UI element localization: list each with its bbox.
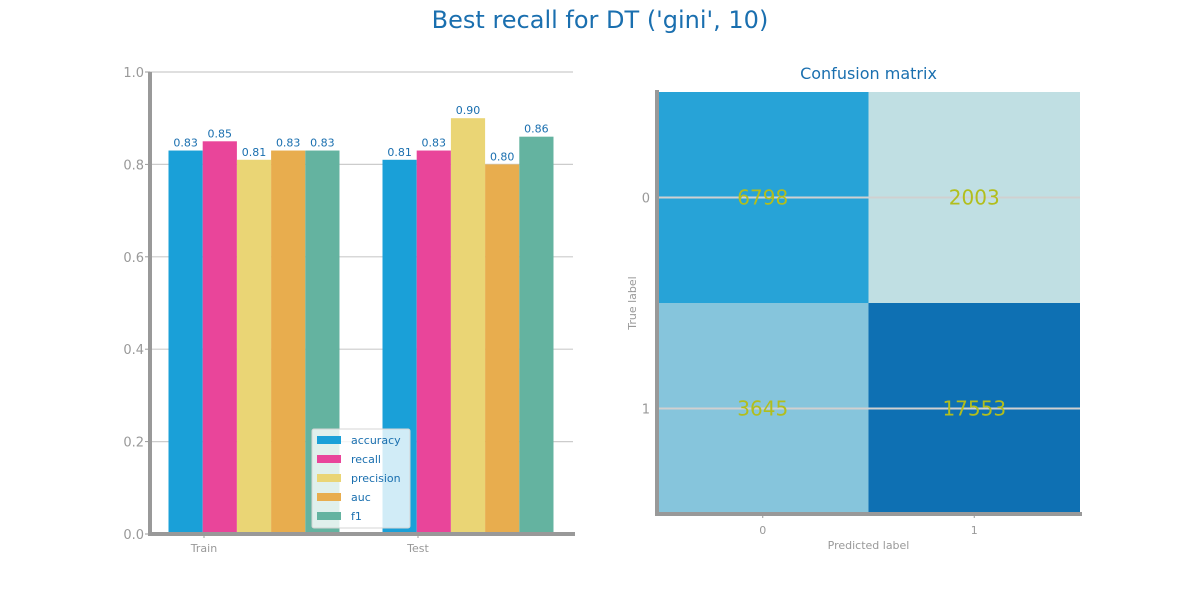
legend-label-f1: f1 [351,510,362,523]
cm-value-1-1: 17553 [942,397,1006,421]
legend-swatch-recall [317,455,341,463]
bar-value-label: 0.80 [490,150,515,163]
y-tick-label: 0.2 [123,436,144,451]
legend-label-precision: precision [351,472,401,485]
cm-title: Confusion matrix [800,64,937,83]
bar-accuracy-train [168,150,203,535]
x-tick-label: Test [406,542,429,555]
bar-value-label: 0.86 [524,123,549,136]
cm-value-1-0: 3645 [737,397,788,421]
legend-box [311,428,411,529]
cm-y-tick-label: 0 [642,192,650,207]
legend-swatch-f1 [317,512,341,520]
bar-precision-train [236,159,272,534]
y-tick-label: 1.0 [123,66,144,81]
y-tick-label: 0.8 [123,158,144,173]
cm-x-tick-label: 0 [759,524,766,537]
bar-precision-test [450,118,486,534]
legend-swatch-auc [317,493,341,501]
y-tick-label: 0.4 [123,343,144,358]
bar-value-label: 0.83 [422,137,447,150]
cm-value-0-1: 2003 [949,186,1000,210]
legend-label-recall: recall [351,453,381,466]
bar-value-label: 0.81 [387,146,412,159]
figure-title: Best recall for DT ('gini', 10) [431,6,769,34]
legend-label-auc: auc [351,491,371,504]
x-tick-label: Train [190,542,217,555]
y-tick-label: 0.6 [123,251,144,266]
bar-value-label: 0.81 [242,146,267,159]
bar-auc-train [271,150,306,535]
bar-value-label: 0.90 [456,104,481,117]
bar-value-label: 0.83 [310,137,335,150]
cm-x-tick-label: 1 [971,524,978,537]
confusion-matrix-chart: Confusion matrix 6798 2003 3645 17553 0 1 0 1 Pre… [626,64,1082,552]
cm-ylabel: True label [626,276,639,330]
cm-value-0-0: 6798 [737,186,788,210]
bar-chart: 0.0 0.2 0.4 0.6 0.8 1.0 0.83 0.85 0.81 0.83 0.83 Tr… [123,66,575,555]
bar-auc-test [485,164,520,534]
cm-y-tick-label: 1 [642,403,650,418]
bar-recall-train [202,141,237,535]
bar-value-label: 0.83 [173,137,198,150]
bar-f1-test [519,136,554,534]
legend-label-accuracy: accuracy [351,434,401,447]
bar-recall-test [416,150,451,535]
bar-value-label: 0.83 [276,137,301,150]
legend-swatch-precision [317,474,341,482]
y-tick-label: 0.0 [123,528,144,543]
legend-swatch-accuracy [317,436,341,444]
bar-value-label: 0.85 [208,127,233,140]
cm-xlabel: Predicted label [828,539,910,552]
